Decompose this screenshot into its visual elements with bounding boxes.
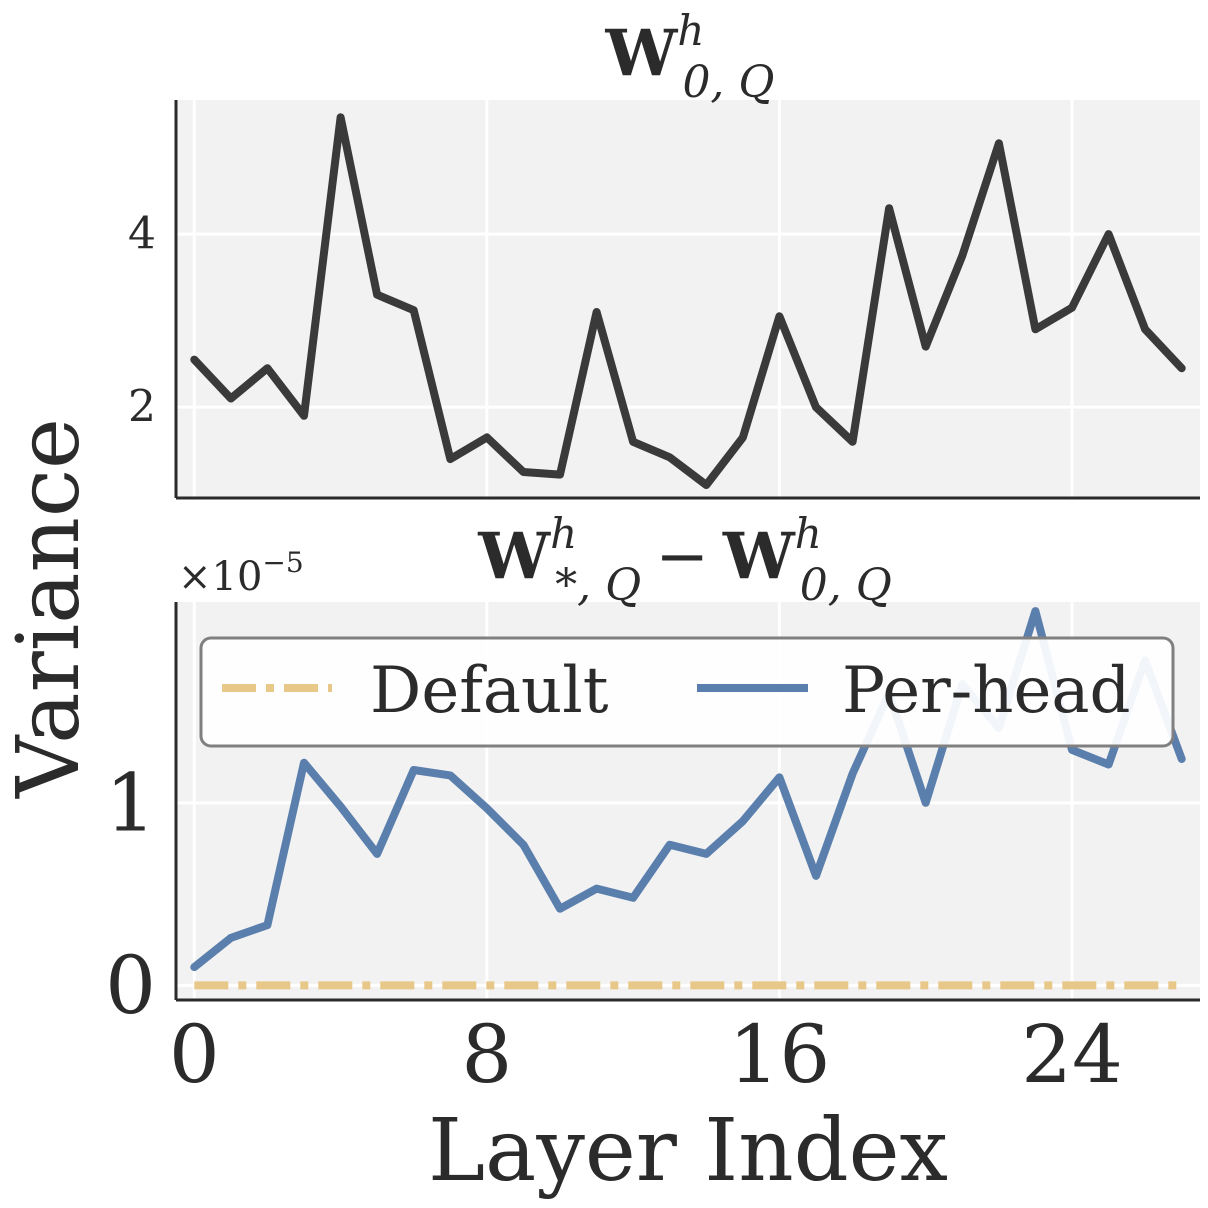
y-multiplier: ×10−5 — [178, 546, 304, 600]
top-y-ticks: 24 — [128, 209, 156, 433]
top-title: Wh 0, Q — [605, 6, 775, 108]
legend-box — [199, 636, 1175, 748]
x-tick-label: 8 — [461, 1008, 512, 1101]
x-tick-label: 0 — [169, 1008, 220, 1101]
bottom-title: Wh *, Q − Wh 0, Q — [477, 509, 892, 611]
bottom-y-tick-label: 0 — [105, 939, 156, 1032]
legend: Default Per-head — [199, 636, 1175, 748]
x-axis-label: Layer Index — [428, 1101, 948, 1201]
legend-per-head-label: Per-head — [842, 654, 1131, 728]
top-plot-area — [176, 100, 1200, 498]
y-axis-label: Variance — [0, 418, 99, 799]
top-series — [190, 113, 1186, 489]
legend-default-label: Default — [370, 654, 609, 728]
top-y-tick-label: 2 — [128, 382, 156, 433]
top-y-tick-label: 4 — [128, 209, 156, 260]
bottom-y-tick-label: 1 — [105, 756, 156, 849]
bottom-panel: 01 0 8 16 24 Wh *, Q − Wh 0, Q ×10−5 Default Pe… — [105, 509, 1200, 1101]
bottom-y-ticks: 01 — [105, 756, 156, 1032]
x-tick-label: 16 — [729, 1008, 831, 1101]
top-series-line-0 — [190, 113, 1186, 489]
top-gridlines — [176, 100, 1200, 498]
top-panel: 24 Wh 0, Q — [128, 6, 1200, 500]
x-tick-label: 24 — [1021, 1008, 1123, 1101]
bottom-x-ticks: 0 8 16 24 — [169, 1008, 1123, 1101]
